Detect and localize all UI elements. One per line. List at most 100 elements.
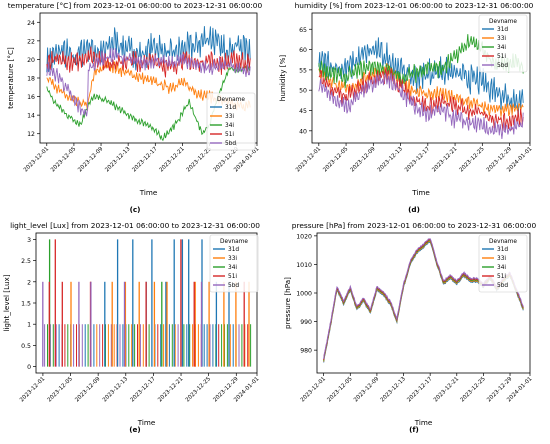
x-tick-label: 2023-12-21 xyxy=(159,146,187,174)
axes-frame xyxy=(311,12,531,144)
x-tick-label: 2023-12-17 xyxy=(131,146,159,174)
x-tick-label: 2023-12-17 xyxy=(404,146,432,174)
y-tick-label: 50 xyxy=(299,88,307,95)
legend-label-31d: 31d xyxy=(497,27,508,33)
axes-frame xyxy=(316,232,531,374)
legend: Devname 31d 33i 34i 51i 5bd xyxy=(478,14,528,73)
series-line-5bd xyxy=(318,72,524,139)
x-tick-label: 2023-12-21 xyxy=(431,146,459,174)
legend-label-51i: 51i xyxy=(497,54,506,60)
legend-label-34i: 34i xyxy=(225,123,234,129)
legend: Devname 31d 33i 34i 51i 5bd xyxy=(209,234,259,293)
legend: Devname 31d 33i 34i 51i 5bd xyxy=(206,92,256,151)
legend-label-51i: 51i xyxy=(225,132,234,138)
legend-label-33i: 33i xyxy=(497,36,506,42)
x-tick-label: 2023-12-09 xyxy=(353,376,381,404)
chart-title: light_level [Lux] from 2023-12-01 06:00:… xyxy=(10,221,260,230)
x-tick-label: 2023-12-13 xyxy=(102,376,130,404)
y-tick-label: 1 xyxy=(27,322,31,329)
y-tick-label: 12 xyxy=(27,131,35,138)
legend: Devname 31d 33i 34i 51i 5bd xyxy=(478,234,528,293)
y-axis-label: light_level [Lux] xyxy=(2,274,11,331)
legend-label-33i: 33i xyxy=(225,114,234,120)
y-tick-label: 1.5 xyxy=(21,301,31,308)
series-line-51i xyxy=(318,67,524,131)
panel-letter: (f) xyxy=(409,425,419,434)
series-line-33i xyxy=(318,62,524,117)
legend-label-34i: 34i xyxy=(497,45,506,51)
panel-letter: (e) xyxy=(129,425,140,434)
legend-label-5bd: 5bd xyxy=(497,283,508,289)
panel-letter: (c) xyxy=(130,205,141,214)
y-tick-label: 18 xyxy=(27,76,35,83)
chart-panel-1: humidity [%] from 2023-12-01 06:00:00 to… xyxy=(278,1,534,214)
x-tick-label: 2023-12-21 xyxy=(433,376,461,404)
legend-label-33i: 33i xyxy=(497,256,506,262)
legend-label-31d: 31d xyxy=(225,105,236,111)
y-tick-label: 1020 xyxy=(296,233,312,240)
x-tick-label: 2023-12-13 xyxy=(377,146,405,174)
x-axis-label: Time xyxy=(411,188,430,197)
legend-label-5bd: 5bd xyxy=(225,141,236,147)
legend-label-5bd: 5bd xyxy=(497,63,508,69)
panel-letter: (d) xyxy=(408,205,420,214)
x-axis-label: Time xyxy=(414,418,433,427)
y-axis-label: humidity [%] xyxy=(278,55,287,102)
y-tick-label: 40 xyxy=(299,128,307,135)
x-tick-label: 2023-12-13 xyxy=(380,376,408,404)
legend-label-51i: 51i xyxy=(497,274,506,280)
x-tick-label: 2023-12-05 xyxy=(326,376,354,404)
legend-title: Devname xyxy=(220,239,248,245)
y-tick-label: 2 xyxy=(27,279,31,286)
legend-label-51i: 51i xyxy=(228,274,237,280)
x-tick-label: 2023-12-25 xyxy=(185,376,213,404)
y-tick-label: 1000 xyxy=(296,291,312,298)
legend-label-34i: 34i xyxy=(497,265,506,271)
legend-label-33i: 33i xyxy=(228,256,237,262)
x-tick-label: 2023-12-05 xyxy=(322,146,350,174)
legend-label-5bd: 5bd xyxy=(228,283,239,289)
y-tick-label: 65 xyxy=(299,27,307,34)
x-tick-label: 2023-12-05 xyxy=(50,146,78,174)
series-line-31d xyxy=(318,37,524,117)
legend-title: Devname xyxy=(489,19,517,25)
plot-area xyxy=(42,239,252,367)
x-tick-label: 2023-12-17 xyxy=(130,376,158,404)
y-tick-label: 45 xyxy=(299,108,307,115)
y-tick-label: 22 xyxy=(27,38,35,45)
x-tick-label: 2023-12-09 xyxy=(349,146,377,174)
y-tick-label: 1010 xyxy=(296,262,312,269)
chart-title: humidity [%] from 2023-12-01 06:00:00 to… xyxy=(295,1,534,10)
y-tick-label: 2.5 xyxy=(21,258,31,265)
legend-label-34i: 34i xyxy=(228,265,237,271)
y-axis-label: temperature [°C] xyxy=(6,47,15,109)
y-tick-label: 60 xyxy=(299,47,307,54)
series-line-31d xyxy=(46,26,251,73)
chart-title: pressure [hPa] from 2023-12-01 06:00:00 … xyxy=(292,221,537,230)
series-line-5bd xyxy=(46,47,251,117)
y-tick-label: 980 xyxy=(300,348,312,355)
y-tick-label: 0 xyxy=(27,364,31,371)
x-tick-label: 2023-12-09 xyxy=(74,376,102,404)
x-tick-label: 2023-12-05 xyxy=(47,376,75,404)
y-tick-label: 990 xyxy=(300,319,312,326)
legend-label-31d: 31d xyxy=(497,247,508,253)
y-tick-label: 55 xyxy=(299,67,307,74)
x-tick-label: 2023-12-17 xyxy=(406,376,434,404)
x-tick-label: 2023-12-01 xyxy=(23,146,51,174)
legend-title: Devname xyxy=(217,97,245,103)
x-tick-label: 2023-12-01 xyxy=(300,376,328,404)
chart-panel-0: temperature [°C] from 2023-12-01 06:00:0… xyxy=(6,1,263,214)
x-tick-label: 2023-12-21 xyxy=(157,376,185,404)
x-axis-label: Time xyxy=(139,188,158,197)
chart-panel-2: light_level [Lux] from 2023-12-01 06:00:… xyxy=(2,221,261,434)
chart-title: temperature [°C] from 2023-12-01 06:00:0… xyxy=(8,1,263,10)
x-tick-label: 2023-12-25 xyxy=(460,376,488,404)
series-line-51i xyxy=(46,46,251,78)
x-tick-label: 2023-12-01 xyxy=(295,146,323,174)
y-tick-label: 24 xyxy=(27,20,35,27)
x-tick-label: 2023-12-13 xyxy=(104,146,132,174)
x-tick-label: 2023-12-25 xyxy=(458,146,486,174)
chart-panel-3: pressure [hPa] from 2023-12-01 06:00:00 … xyxy=(283,221,536,434)
